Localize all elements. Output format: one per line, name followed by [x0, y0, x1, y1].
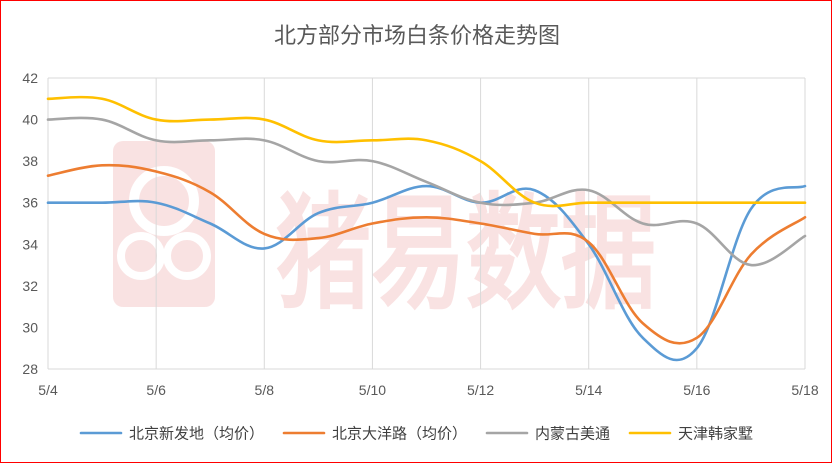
x-tick-label: 5/18: [791, 382, 818, 398]
series-line-2: [46, 163, 807, 345]
y-tick-label: 40: [22, 112, 38, 128]
watermark-logo-ring-right: [163, 232, 211, 280]
legend-item-3: 内蒙古美通: [485, 425, 610, 443]
series-line-3: [46, 116, 807, 267]
legend-label: 天津韩家墅: [678, 425, 753, 443]
x-tick-label: 5/10: [359, 382, 386, 398]
y-axis-tick-labels: 28 30 32 34 36 38 40 42: [22, 70, 38, 377]
legend-label: 北京大洋路（均价）: [332, 425, 467, 443]
gridlines: [47, 77, 806, 370]
y-tick-label: 28: [22, 361, 38, 377]
series-lines: [46, 95, 807, 362]
watermark-text: 猪易数据: [276, 182, 656, 327]
legend-item-2: 北京大洋路（均价）: [282, 425, 467, 443]
x-tick-label: 5/4: [38, 382, 58, 398]
watermark-logo-ring-left: [117, 232, 165, 280]
x-axis-tick-labels: 5/4 5/6 5/8 5/10 5/12 5/14 5/16 5/18: [38, 382, 819, 398]
legend-item-4: 天津韩家墅: [628, 425, 753, 443]
x-tick-label: 5/12: [467, 382, 494, 398]
y-tick-label: 32: [22, 278, 38, 294]
y-tick-label: 42: [22, 70, 38, 86]
chart-title: 北方部分市场白条价格走势图: [274, 24, 560, 49]
x-tick-label: 5/16: [683, 382, 710, 398]
series-line-4: [46, 95, 807, 208]
y-tick-label: 36: [22, 195, 38, 211]
legend: 北京新发地（均价） 北京大洋路（均价） 内蒙古美通 天津韩家墅: [79, 425, 753, 443]
legend-item-1: 北京新发地（均价）: [79, 425, 264, 443]
x-tick-label: 5/8: [255, 382, 275, 398]
y-tick-label: 38: [22, 153, 38, 169]
x-tick-label: 5/6: [146, 382, 166, 398]
y-tick-label: 30: [22, 319, 38, 335]
legend-label: 北京新发地（均价）: [129, 425, 264, 443]
y-tick-label: 34: [22, 236, 38, 252]
x-tick-label: 5/14: [575, 382, 602, 398]
legend-label: 内蒙古美通: [535, 425, 610, 443]
